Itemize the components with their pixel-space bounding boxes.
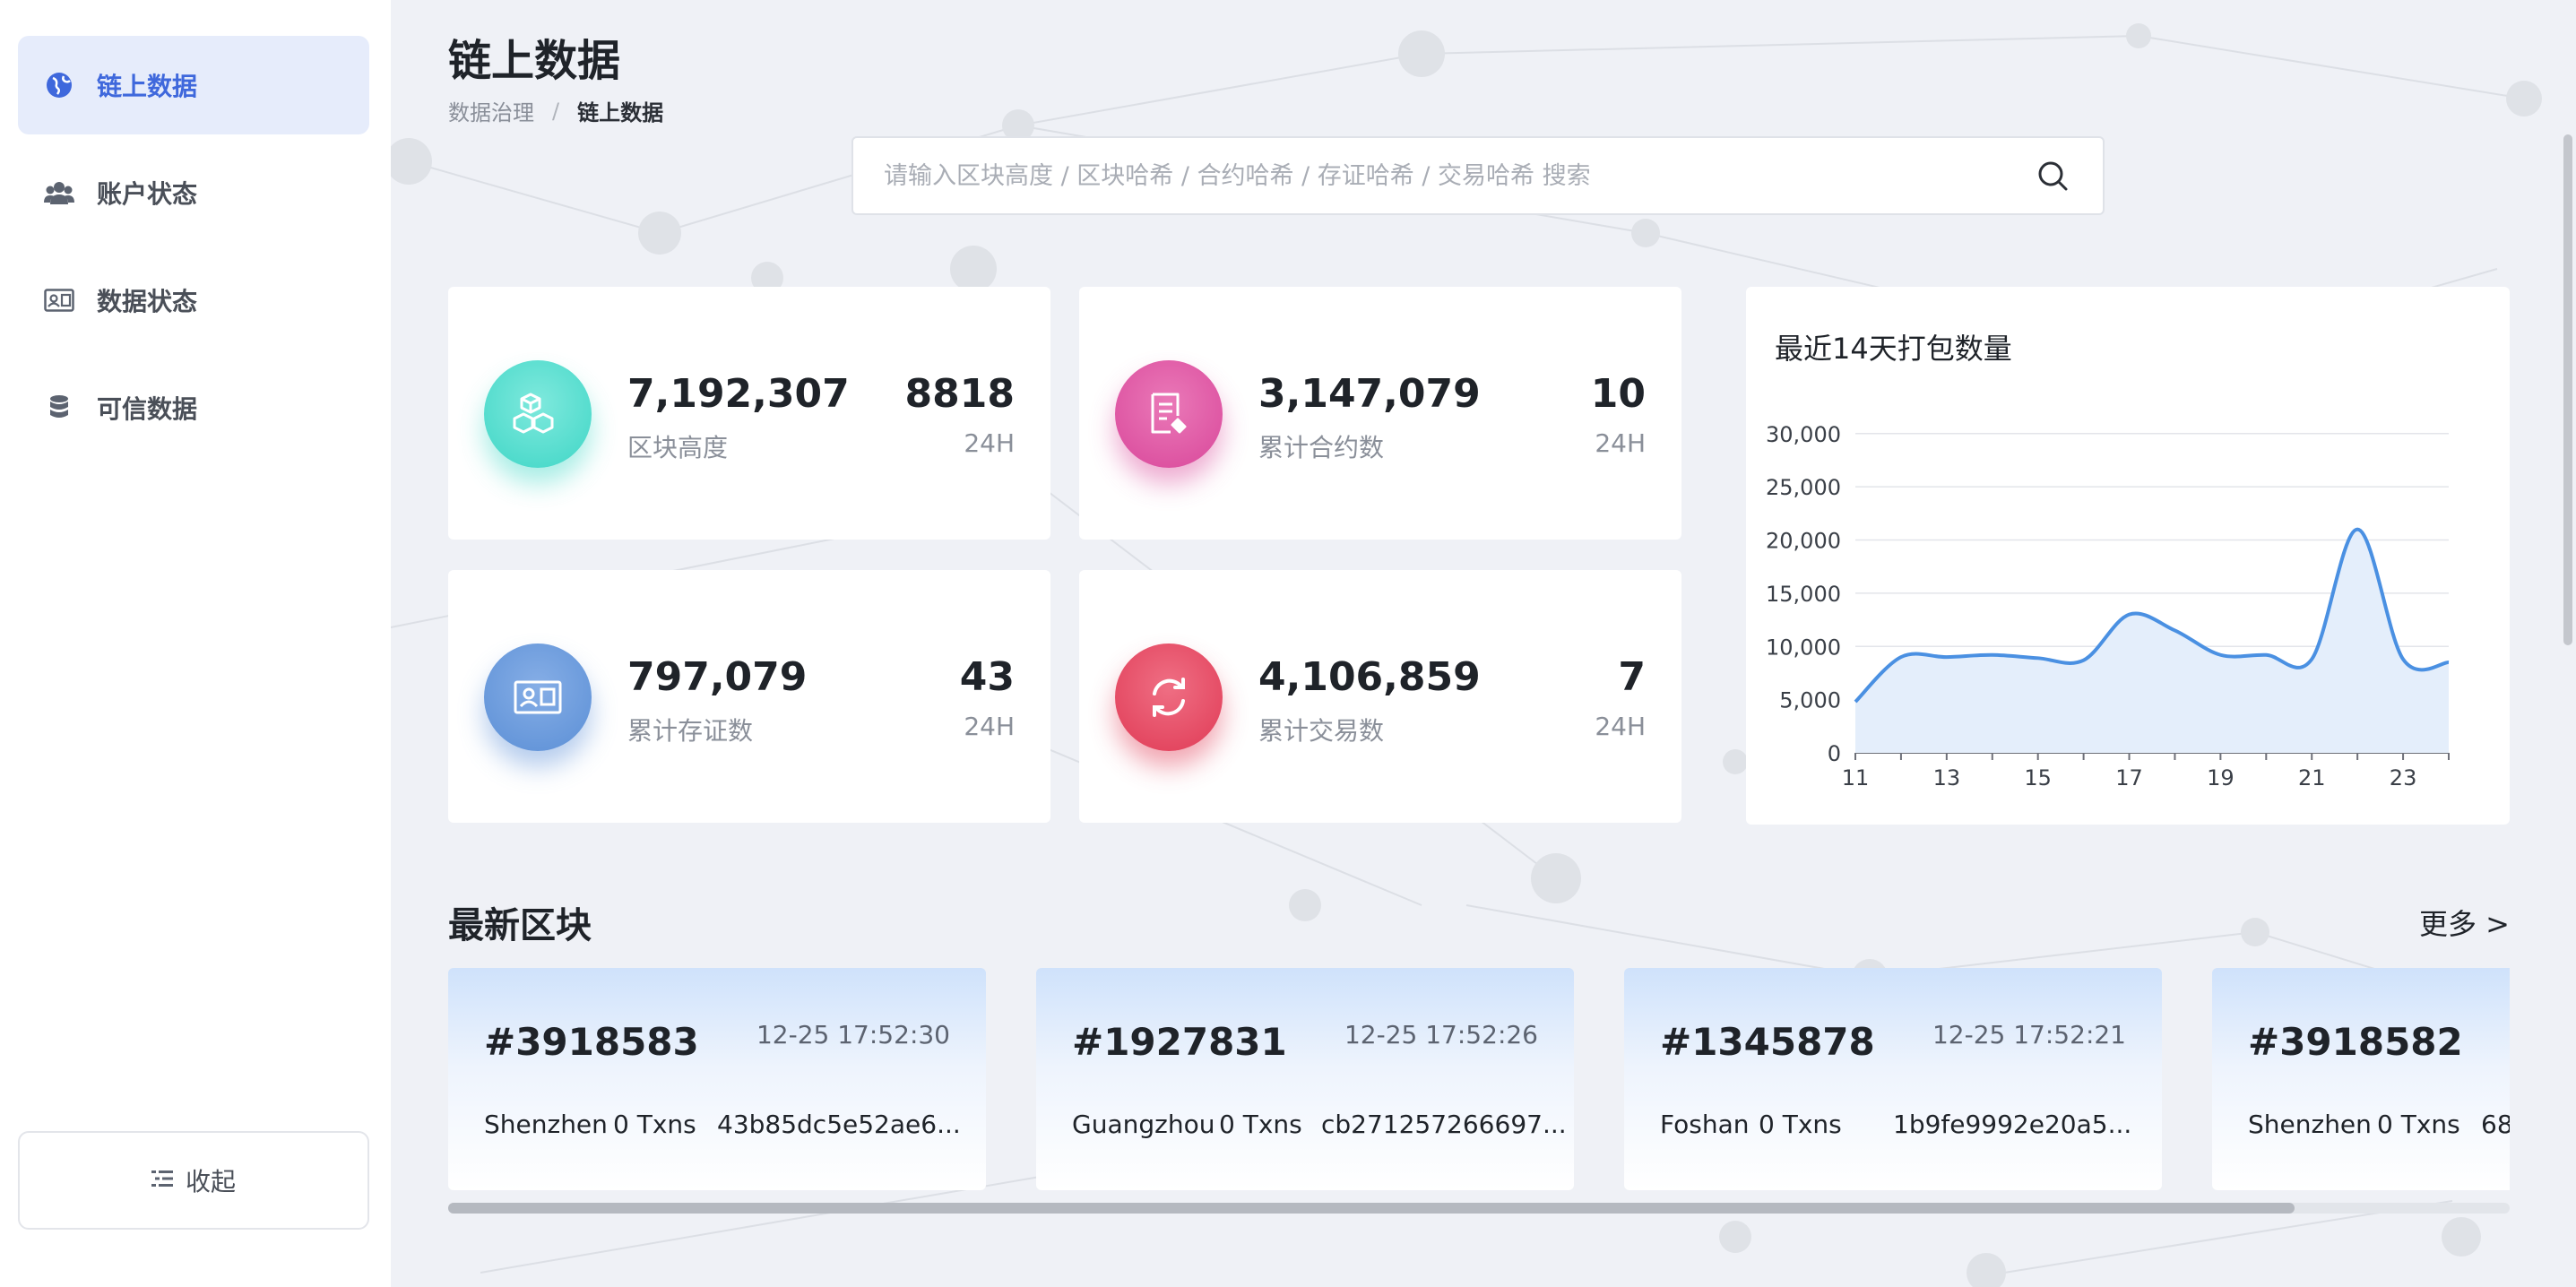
stat-value: 4,106,859 xyxy=(1258,654,1481,700)
more-blocks-link[interactable]: 更多 > xyxy=(2419,907,2510,941)
stat-delta: 10 xyxy=(1590,371,1646,417)
latest-blocks-title: 最新区块 xyxy=(448,905,592,946)
block-card[interactable]: #3918583 12-25 17:52:30 Shenzhen 0 Txns … xyxy=(448,968,986,1190)
horizontal-scrollbar[interactable] xyxy=(448,1203,2510,1214)
sidebar-item-label: 数据状态 xyxy=(97,287,198,316)
stat-label: 累计存证数 xyxy=(627,716,754,746)
block-txns: 0 Txns xyxy=(613,1110,696,1139)
block-hash: 1b9fe9992e20a5... xyxy=(1893,1110,2132,1139)
block-city: Guangzhou xyxy=(1072,1110,1215,1139)
breadcrumb: 数据治理 / 链上数据 xyxy=(448,95,663,126)
stat-card-block-height[interactable]: 7,192,307 区块高度 8818 24H xyxy=(448,287,1050,540)
users-icon xyxy=(43,177,75,209)
chart-title: 最近14天打包数量 xyxy=(1775,332,2012,366)
y-tick-label: 0 xyxy=(1828,741,1841,766)
chart-card-packing-count: 最近14天打包数量 0 5,000 10,000 15,000 20,000 25,000… xyxy=(1746,287,2510,825)
main-content: 链上数据 数据治理 / 链上数据 7,192,307 区块高度 8818 24H xyxy=(391,0,2576,1287)
block-city: Foshan xyxy=(1660,1110,1750,1139)
stat-value: 7,192,307 xyxy=(627,371,850,417)
sidebar-item-label: 链上数据 xyxy=(97,72,198,101)
sidebar-item-data-status[interactable]: 数据状态 xyxy=(18,251,369,350)
stat-period: 24H xyxy=(964,428,1015,458)
sidebar-item-label: 可信数据 xyxy=(97,394,198,424)
stat-delta: 43 xyxy=(959,654,1015,700)
vertical-scrollbar[interactable] xyxy=(2563,134,2572,645)
database-icon xyxy=(43,392,75,424)
y-tick-label: 10,000 xyxy=(1766,635,1841,660)
sidebar-item-account-status[interactable]: 账户状态 xyxy=(18,143,369,242)
search-bar xyxy=(851,136,2105,215)
x-tick-label: 11 xyxy=(1842,765,1870,790)
stat-delta: 8818 xyxy=(904,371,1015,417)
contract-icon xyxy=(1115,360,1223,468)
id-card-icon xyxy=(43,284,75,316)
block-number: #3918582 xyxy=(2248,1020,2463,1064)
stat-card-certificates[interactable]: 797,079 累计存证数 43 24H xyxy=(448,570,1050,823)
block-time: 12-25 17:52:30 xyxy=(756,1020,950,1049)
block-number: #1345878 xyxy=(1660,1020,1875,1064)
y-tick-label: 25,000 xyxy=(1766,475,1841,500)
stat-card-transactions[interactable]: 4,106,859 累计交易数 7 24H xyxy=(1079,570,1681,823)
x-tick-label: 17 xyxy=(2115,765,2143,790)
block-number: #3918583 xyxy=(484,1020,699,1064)
sidebar-item-chain-data[interactable]: 链上数据 xyxy=(18,36,369,134)
sidebar: 链上数据 账户状态 数据状态 xyxy=(0,0,391,1287)
globe-icon xyxy=(43,69,75,101)
stat-period: 24H xyxy=(964,712,1015,741)
block-hash: 43b85dc5e52ae6... xyxy=(717,1110,961,1139)
search-input[interactable] xyxy=(882,139,2035,212)
breadcrumb-item-current: 链上数据 xyxy=(577,100,664,125)
latest-blocks-carousel: #3918583 12-25 17:52:30 Shenzhen 0 Txns … xyxy=(448,968,2510,1192)
x-tick-label: 21 xyxy=(2298,765,2326,790)
stat-value: 3,147,079 xyxy=(1258,371,1481,417)
certificate-icon xyxy=(484,644,592,751)
refresh-icon xyxy=(1115,644,1223,751)
chart-area-fill xyxy=(1855,529,2449,753)
block-txns: 0 Txns xyxy=(2377,1110,2460,1139)
stat-card-contracts[interactable]: 3,147,079 累计合约数 10 24H xyxy=(1079,287,1681,540)
breadcrumb-separator: / xyxy=(552,98,560,124)
y-tick-label: 15,000 xyxy=(1766,582,1841,607)
collapse-label: 收起 xyxy=(185,1167,236,1196)
cubes-icon xyxy=(484,360,592,468)
block-time: 12-25 17:52:26 xyxy=(1344,1020,1538,1049)
block-card[interactable]: #1927831 12-25 17:52:26 Guangzhou 0 Txns… xyxy=(1036,968,1574,1190)
horizontal-scrollbar-thumb[interactable] xyxy=(448,1203,2295,1214)
x-tick-label: 23 xyxy=(2390,765,2417,790)
block-card[interactable]: #1345878 12-25 17:52:21 Foshan 0 Txns 1b… xyxy=(1624,968,2162,1190)
block-number: #1927831 xyxy=(1072,1020,1287,1064)
block-hash: 68 xyxy=(2481,1110,2510,1139)
collapse-sidebar-button[interactable]: 收起 xyxy=(18,1131,369,1230)
stat-period: 24H xyxy=(1595,428,1646,458)
block-city: Shenzhen xyxy=(484,1110,608,1139)
stat-value: 797,079 xyxy=(627,654,808,700)
x-tick-label: 19 xyxy=(2207,765,2235,790)
search-icon[interactable] xyxy=(2035,158,2070,194)
stat-label: 区块高度 xyxy=(627,433,729,462)
block-city: Shenzhen xyxy=(2248,1110,2372,1139)
menu-fold-icon xyxy=(151,1169,173,1192)
x-tick-label: 15 xyxy=(2024,765,2052,790)
stat-period: 24H xyxy=(1595,712,1646,741)
stat-label: 累计交易数 xyxy=(1258,716,1385,746)
packing-count-chart: 0 5,000 10,000 15,000 20,000 25,000 30,000 11 13… xyxy=(1766,422,2450,790)
page-title: 链上数据 xyxy=(448,36,621,86)
block-hash: cb271257266697... xyxy=(1321,1110,1567,1139)
block-txns: 0 Txns xyxy=(1759,1110,1842,1139)
block-txns: 0 Txns xyxy=(1219,1110,1302,1139)
sidebar-item-trusted-data[interactable]: 可信数据 xyxy=(18,358,369,457)
breadcrumb-item-data-governance[interactable]: 数据治理 xyxy=(448,100,534,125)
stat-label: 累计合约数 xyxy=(1258,433,1385,462)
sidebar-item-label: 账户状态 xyxy=(97,179,198,209)
y-tick-label: 20,000 xyxy=(1766,529,1841,554)
y-tick-label: 5,000 xyxy=(1779,688,1841,713)
x-tick-label: 13 xyxy=(1933,765,1961,790)
block-card[interactable]: #3918582 Shenzhen 0 Txns 68 xyxy=(2212,968,2510,1190)
block-time: 12-25 17:52:21 xyxy=(1932,1020,2126,1049)
y-tick-label: 30,000 xyxy=(1766,422,1841,447)
stat-delta: 7 xyxy=(1618,654,1646,700)
